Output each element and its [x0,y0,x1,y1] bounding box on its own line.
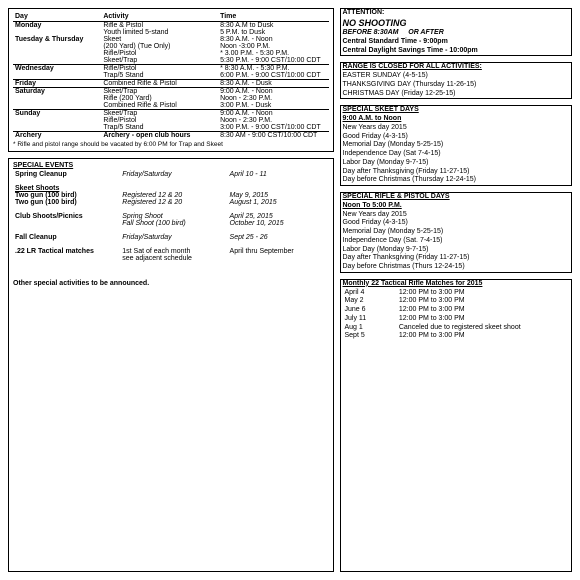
schedule-row: FridayCombined Rifle & Pistol8:30 A.M. -… [13,80,329,88]
schedule-row: SaturdaySkeet/Trap9:00 A.M. - Noon [13,88,329,96]
list-item: THANKSGIVING DAY (Thursday 11-26-15) [343,81,570,90]
schedule-row: WednesdayRifle/Pistol* 8:30 A.M. - 5:30 … [13,65,329,73]
list-item: Independence Day (Sat. 7-4-15) [343,237,570,246]
monthly-row: July 1112:00 PM to 3:00 PM [343,315,570,324]
schedule-row: MondayRifle & Pistol8:30 A.M to Dusk [13,22,329,30]
monthly-row: June 612:00 PM to 3:00 PM [343,306,570,315]
event-row: Skeet Shoots [13,185,329,192]
monthly-box: Monthly 22 Tactical Rifle Matches for 20… [340,279,573,572]
event-row: Fall Shoot (100 bird)October 10, 2015 [13,220,329,227]
schedule-row: Skeet/Trap5:30 P.M. - 9:00 CST/10:00 CDT [13,57,329,65]
event-row: Club Shoots/PicnicsSpring ShootApril 25,… [13,213,329,220]
schedule-row: Combined Rifle & Pistol3:00 P.M. - Dusk [13,102,329,110]
skeet-sub: 9:00 A.M. to Noon [343,115,570,124]
list-item: Day before Christmas (Thurs 12-24-15) [343,263,570,272]
no-shooting: NO SHOOTING [343,18,570,29]
skeet-box: SPECIAL SKEET DAYS 9:00 A.M. to Noon New… [340,105,573,186]
list-item: Labor Day (Monday 9-7-15) [343,159,570,168]
list-item: Memorial Day (Monday 5-25-15) [343,141,570,150]
event-row [13,206,329,213]
col-time: Time [218,12,328,22]
page: Day Activity Time MondayRifle & Pistol8:… [8,8,572,572]
list-item: Memorial Day (Monday 5-25-15) [343,228,570,237]
schedule-row: Tuesday & ThursdaySkeet8:30 A.M. - Noon [13,36,329,43]
list-item: CHRISTMAS DAY (Friday 12-25-15) [343,90,570,99]
schedule-row: Trap/5 Stand3:00 P.M. - 9:00 CST/10:00 C… [13,124,329,132]
list-item: New Years day 2015 [343,211,570,220]
attention-title: ATTENTION: [343,9,570,18]
attention-box: ATTENTION: NO SHOOTING BEFORE 8:30AM OR … [340,8,573,56]
rifle-title: SPECIAL RIFLE & PISTOL DAYS [343,193,570,202]
schedule-row: Youth limited 5-stand5 P.M. to Dusk [13,29,329,36]
list-item: Day after Thanksgiving (Friday 11-27-15) [343,254,570,263]
list-item: EASTER SUNDAY (4-5-15) [343,72,570,81]
event-row [13,178,329,185]
monthly-row: May 212:00 PM to 3:00 PM [343,297,570,306]
event-row: Two gun (100 bird)Registered 12 & 20May … [13,192,329,199]
event-row [13,241,329,248]
col-activity: Activity [101,12,218,22]
monthly-table: April 412:00 PM to 3:00 PMMay 212:00 PM … [343,289,570,342]
list-item: Good Friday (4-3-15) [343,219,570,228]
monthly-title: Monthly 22 Tactical Rifle Matches for 20… [343,280,570,289]
event-row: Spring CleanupFriday/SaturdayApril 10 - … [13,171,329,178]
monthly-row: Aug 1Canceled due to registered skeet sh… [343,324,570,333]
rifle-box: SPECIAL RIFLE & PISTOL DAYS Noon To 5:00… [340,192,573,273]
event-row: Two gun (100 bird)Registered 12 & 20Augu… [13,199,329,206]
list-item: Day before Christmas (Thursday 12-24-15) [343,176,570,185]
schedule-row: Rifle/PistolNoon - 2:30 P.M. [13,117,329,124]
schedule-row: Rifle (200 Yard)Noon - 2:30 P.M. [13,95,329,102]
schedule-row: ArcheryArchery - open club hours8:30 AM … [13,132,329,140]
events-footer: Other special activities to be announced… [13,280,329,287]
event-row: see adjacent schedule [13,255,329,262]
list-item: New Years day 2015 [343,124,570,133]
schedule-row: Rifle/Pistol* 3.00 P.M. - 5:30 P.M. [13,50,329,57]
events-title: SPECIAL EVENTS [13,162,329,169]
events-table: Spring CleanupFriday/SaturdayApril 10 - … [13,171,329,262]
event-row: Fall CleanupFriday/SaturdaySept 25 - 26 [13,234,329,241]
list-item: Day after Thanksgiving (Friday 11-27-15) [343,168,570,177]
event-row: .22 LR Tactical matches1st Sat of each m… [13,248,329,255]
event-row [13,227,329,234]
schedule-note: * Rifle and pistol range should be vacat… [13,141,329,148]
monthly-row: April 412:00 PM to 3:00 PM [343,289,570,298]
schedule-table: Day Activity Time MondayRifle & Pistol8:… [13,12,329,139]
right-column: ATTENTION: NO SHOOTING BEFORE 8:30AM OR … [340,8,573,572]
skeet-title: SPECIAL SKEET DAYS [343,106,570,115]
schedule-row: (200 Yard) (Tue Only)Noon -3:00 P.M. [13,43,329,50]
attention-line2: BEFORE 8:30AM OR AFTER [343,29,570,38]
left-column: Day Activity Time MondayRifle & Pistol8:… [8,8,334,572]
attention-line4: Central Daylight Savings Time - 10:00pm [343,47,570,56]
schedule-row: SundaySkeet/Trap9:00 A.M. - Noon [13,110,329,118]
monthly-row: Sept 512:00 PM to 3:00 PM [343,332,570,341]
col-day: Day [13,12,101,22]
rifle-sub: Noon To 5:00 P.M. [343,202,570,211]
events-box: SPECIAL EVENTS Spring CleanupFriday/Satu… [8,158,334,572]
attention-line3: Central Standard Time - 9:00pm [343,38,570,47]
list-item: Independence Day (Sat 7-4-15) [343,150,570,159]
list-item: Good Friday (4-3-15) [343,133,570,142]
closed-title: RANGE IS CLOSED FOR ALL ACTIVITIES: [343,63,570,72]
list-item: Labor Day (Monday 9-7-15) [343,246,570,255]
schedule-box: Day Activity Time MondayRifle & Pistol8:… [8,8,334,152]
closed-box: RANGE IS CLOSED FOR ALL ACTIVITIES: EAST… [340,62,573,99]
schedule-row: Trap/5 Stand6:00 P.M. - 9:00 CST/10:00 C… [13,72,329,80]
